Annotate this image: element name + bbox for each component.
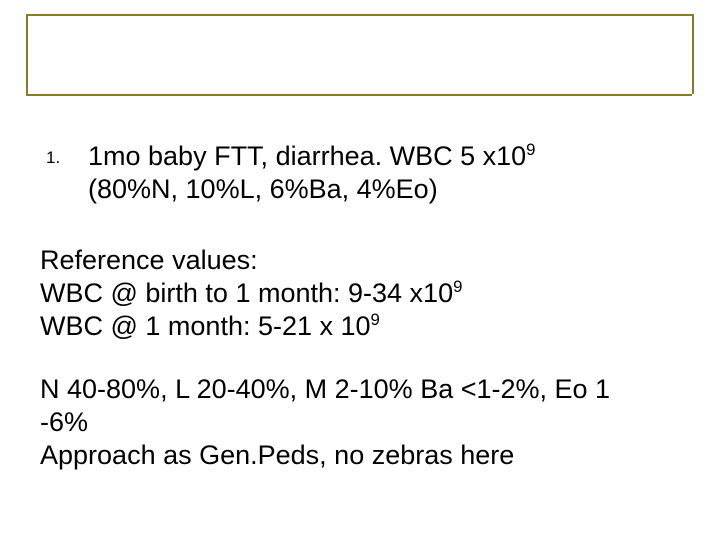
list-marker: 1. (40, 140, 88, 168)
ref-line1: Reference values: (40, 245, 258, 275)
ref-line3-pre: WBC @ 1 month: 5-21 x 10 (40, 311, 371, 341)
title-frame-bottom (26, 94, 692, 96)
normal-ranges-block: N 40-80%, L 20-40%, M 2-10% Ba <1-2%, Eo… (40, 373, 680, 472)
ranges-line1: N 40-80%, L 20-40%, M 2-10% Ba <1-2%, Eo… (40, 374, 610, 404)
ref-line2-pre: WBC @ birth to 1 month: 9-34 x10 (40, 278, 453, 308)
ranges-line2: -6% (40, 407, 88, 437)
slide-content: 1. 1mo baby FTT, diarrhea. WBC 5 x109 (8… (40, 140, 680, 472)
ranges-line3: Approach as Gen.Peds, no zebras here (40, 440, 514, 470)
numbered-list-item: 1. 1mo baby FTT, diarrhea. WBC 5 x109 (8… (40, 140, 680, 206)
case-line1-sup: 9 (526, 140, 535, 159)
case-line2: (80%N, 10%L, 6%Ba, 4%Eo) (88, 174, 438, 204)
case-line1-pre: 1mo baby FTT, diarrhea. WBC 5 x10 (88, 141, 526, 171)
reference-values-block: Reference values: WBC @ birth to 1 month… (40, 244, 680, 343)
ref-line3-sup: 9 (371, 310, 380, 329)
title-frame-left (26, 14, 28, 94)
ref-line2-sup: 9 (453, 277, 462, 296)
title-frame-right (692, 14, 694, 94)
title-frame-top (26, 14, 692, 16)
list-item-text: 1mo baby FTT, diarrhea. WBC 5 x109 (80%N… (88, 140, 535, 206)
